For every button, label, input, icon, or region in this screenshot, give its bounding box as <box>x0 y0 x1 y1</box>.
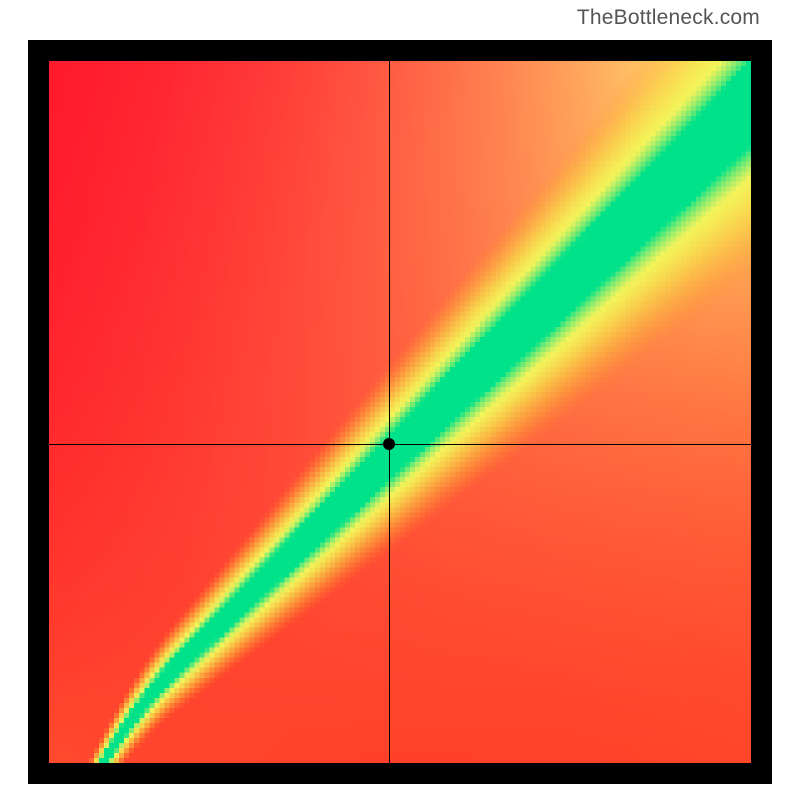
outer-frame <box>28 40 772 784</box>
heatmap-canvas <box>49 61 751 763</box>
plot-area <box>49 61 751 763</box>
chart-container: TheBottleneck.com <box>0 0 800 800</box>
marker-dot <box>383 438 395 450</box>
crosshair-vertical <box>389 61 390 763</box>
attribution-text: TheBottleneck.com <box>577 6 760 30</box>
crosshair-horizontal <box>49 444 751 445</box>
